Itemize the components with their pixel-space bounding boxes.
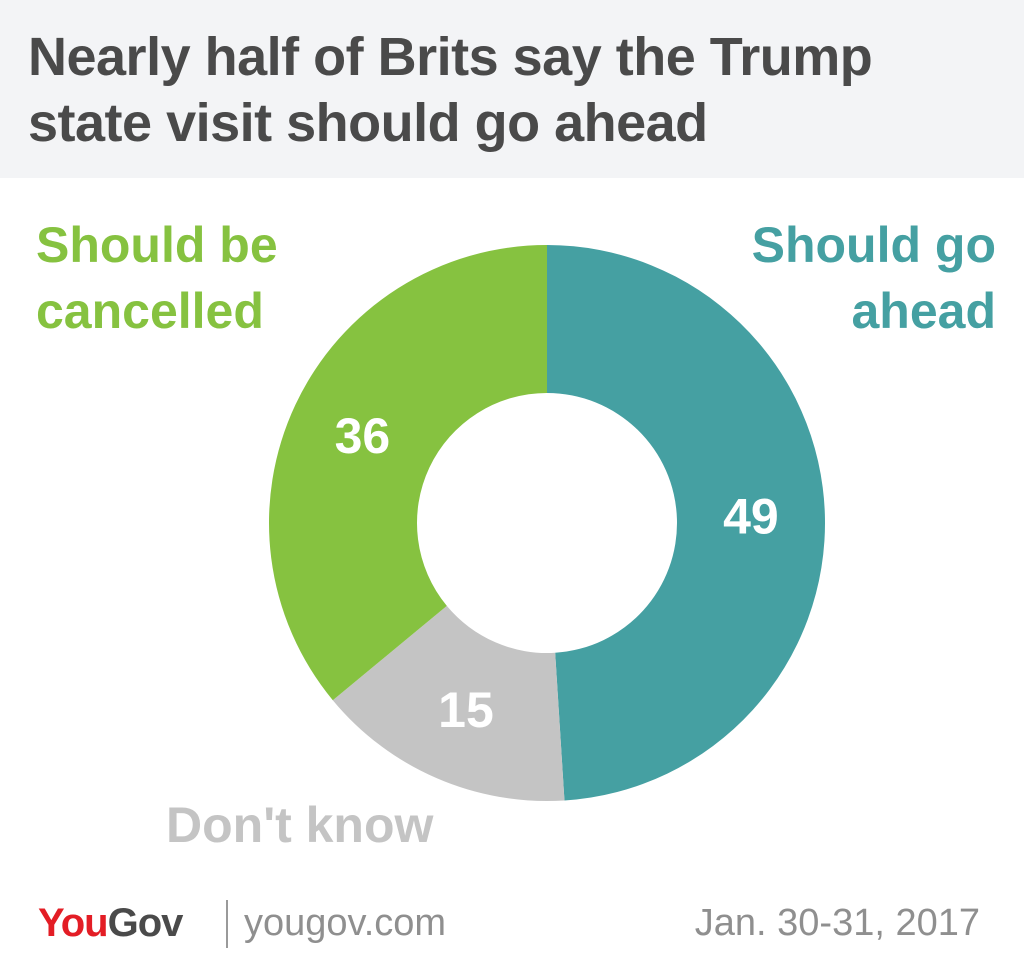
legend-label-cancelled-line1: Should be bbox=[36, 217, 278, 273]
footer-url: yougov.com bbox=[244, 902, 447, 944]
logo-you-text: You bbox=[38, 901, 109, 945]
yougov-logo: YouGov bbox=[38, 898, 184, 948]
slice-should-go-ahead bbox=[547, 245, 826, 801]
value-label-should-go-ahead: 49 bbox=[723, 489, 779, 545]
slice-should-be-cancelled bbox=[269, 245, 547, 701]
slice-don-t-know bbox=[332, 605, 565, 801]
legend-label-should-be-cancelled: Should be cancelled bbox=[36, 212, 278, 344]
footer-date: Jan. 30-31, 2017 bbox=[694, 902, 980, 944]
value-label-should-be-cancelled: 36 bbox=[335, 408, 391, 464]
donut-value-labels: 49 15 36 bbox=[335, 408, 779, 738]
logo-gov-text: Gov bbox=[107, 901, 184, 945]
chart-title: Nearly half of Brits say the Trump state… bbox=[28, 27, 873, 153]
legend-label-cancelled-line2: cancelled bbox=[36, 283, 264, 339]
legend-label-dont-know: Don't know bbox=[166, 797, 434, 853]
donut-slices bbox=[269, 245, 826, 801]
legend-label-ahead-line1: Should go bbox=[751, 217, 996, 273]
footer-divider bbox=[226, 900, 228, 948]
header-band: Nearly half of Brits say the Trump state… bbox=[0, 0, 1024, 178]
value-label-don-t-know: 15 bbox=[438, 682, 494, 738]
legend-label-ahead-line2: ahead bbox=[851, 283, 996, 339]
legend-label-should-go-ahead: Should go ahead bbox=[752, 212, 996, 344]
